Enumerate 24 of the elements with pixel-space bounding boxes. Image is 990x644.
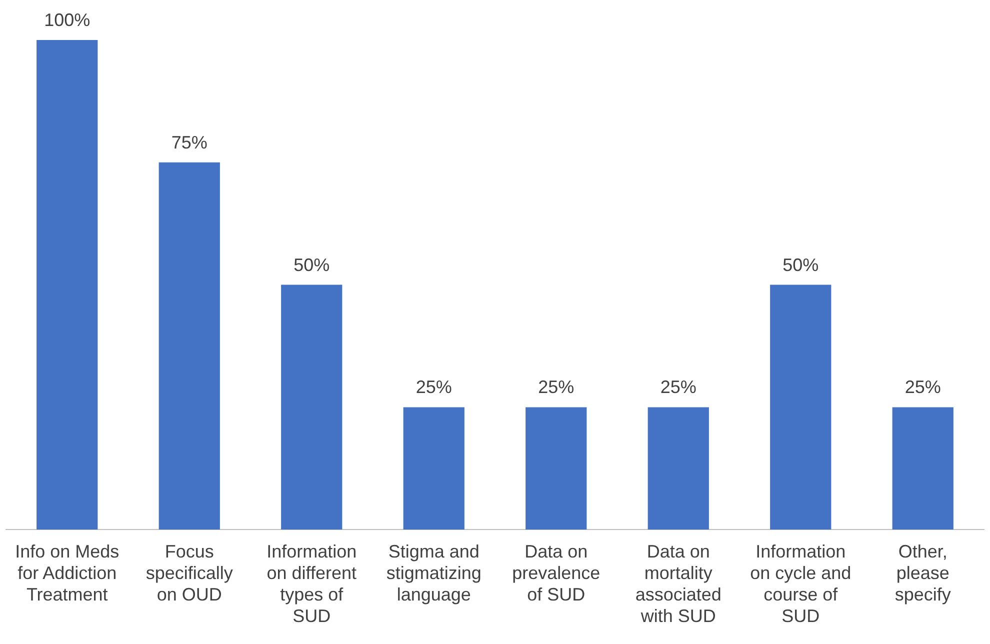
bar <box>403 407 464 530</box>
data-label: 100% <box>44 10 90 30</box>
data-label: 25% <box>904 377 941 398</box>
data-label: 50% <box>294 254 330 275</box>
x-tick-label: Information on cycle and course of SUD <box>750 541 852 626</box>
data-label: 50% <box>782 254 819 275</box>
x-tick-label: Other, please specify <box>894 541 951 605</box>
bar <box>526 407 587 530</box>
bar <box>892 407 954 530</box>
x-tick-label: Information on different types of SUD <box>266 541 357 626</box>
bar <box>36 40 98 530</box>
data-label: 25% <box>660 377 696 398</box>
data-label: 25% <box>416 377 452 398</box>
bar <box>281 284 342 530</box>
bar <box>648 407 709 530</box>
x-tick-label: Info on Meds for Addiction Treatment <box>15 541 120 605</box>
x-tick-label: Focus specifically on OUD <box>146 541 233 605</box>
x-tick-label: Stigma and stigmatizing language <box>386 541 482 605</box>
data-label: 75% <box>171 132 208 152</box>
x-tick-label: Data on prevalence of SUD <box>512 541 600 605</box>
bar <box>770 284 832 530</box>
bar <box>158 162 220 530</box>
x-tick-label: Data on mortality associated with SUD <box>635 541 722 626</box>
data-label: 25% <box>538 377 574 398</box>
